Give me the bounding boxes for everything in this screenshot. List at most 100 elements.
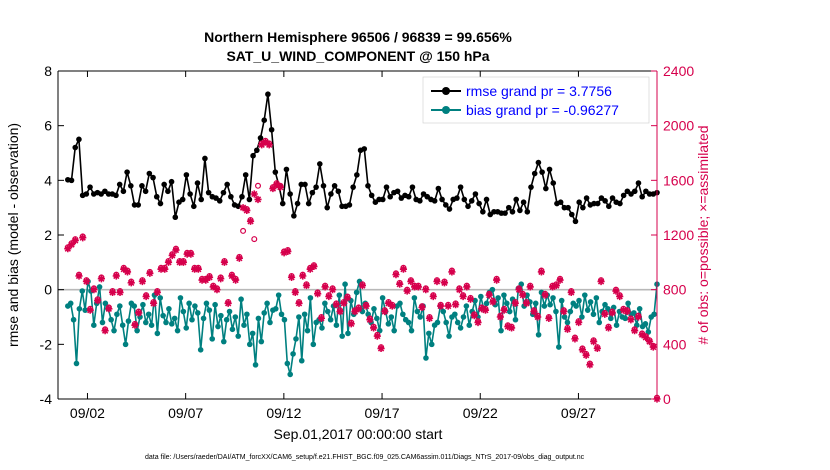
rmse-point [124, 169, 130, 175]
obs-possible-point [221, 257, 228, 264]
bias-point [220, 338, 227, 345]
obs-possible-point [262, 137, 269, 144]
bias-point [284, 360, 291, 367]
obs-assimilated-point [108, 288, 117, 296]
obs-possible-point [236, 253, 243, 260]
rmse-point [324, 204, 331, 211]
bias-point [281, 316, 288, 323]
obs-assimilated-point [362, 302, 370, 310]
obs-assimilated-point [548, 283, 557, 291]
rmse-point [350, 184, 356, 190]
y-tick-label: -4 [40, 391, 53, 407]
obs-assimilated-point [254, 195, 262, 204]
bias-point [209, 336, 216, 342]
bias-point [82, 307, 88, 313]
obs-possible-point [642, 333, 649, 340]
rmse-point [183, 172, 190, 178]
bias-point [293, 336, 299, 342]
rmse-point [335, 188, 342, 195]
bias-point [232, 314, 239, 320]
obs-assimilated-point [422, 286, 430, 294]
obs-possible-point [195, 264, 202, 271]
bias-point [625, 300, 631, 307]
rmse-point [405, 193, 412, 200]
obs-assimilated-point [351, 307, 359, 316]
obs-possible-point [639, 330, 646, 337]
bias-point [423, 355, 429, 361]
bias-point [154, 330, 161, 337]
obs-assimilated-point [448, 268, 456, 276]
bias-point [180, 308, 187, 315]
rmse-point [602, 198, 608, 204]
bias-point [241, 322, 247, 329]
obs-assimilated-point [265, 141, 273, 149]
obs-assimilated-point [496, 313, 504, 321]
obs-assimilated-point [295, 299, 303, 307]
rmse-point [580, 204, 586, 211]
obs-assimilated-point [616, 292, 624, 301]
obs-assimilated-point [120, 265, 128, 273]
obs-assimilated-point [381, 307, 389, 316]
obs-assimilated-point [228, 272, 236, 280]
obs-possible-point [109, 288, 116, 295]
obs-assimilated-point [67, 240, 76, 249]
rmse-point [161, 181, 167, 188]
bias-point [261, 310, 268, 316]
rmse-point [583, 195, 590, 201]
bias-point [426, 330, 432, 337]
obs-possible-point [90, 285, 97, 292]
bias-point [414, 308, 421, 315]
obs-assimilated-point [105, 305, 113, 313]
y2-axis-label: # of obs: o=possible; ×=assimilated [695, 125, 711, 344]
obs-possible-point [337, 307, 344, 314]
rmse-point [150, 174, 156, 181]
obs-possible-point [143, 292, 150, 299]
obs-possible-point [571, 334, 578, 341]
obs-possible-point [329, 285, 336, 292]
rmse-point [228, 193, 234, 200]
obs-assimilated-point [556, 276, 564, 284]
obs-possible-point [351, 307, 358, 314]
rmse-point [509, 208, 516, 215]
obs-assimilated-point [418, 303, 426, 312]
bias-point [319, 325, 325, 331]
obs-possible-point [258, 140, 265, 147]
rmse-point [305, 200, 312, 207]
bias-point [307, 295, 314, 301]
rmse-point [465, 203, 471, 210]
bias-point [67, 300, 74, 307]
rmse-point [543, 185, 549, 192]
obs-assimilated-point [194, 265, 202, 273]
obs-assimilated-point [586, 361, 594, 369]
obs-possible-point [624, 307, 631, 314]
obs-assimilated-point [627, 316, 635, 324]
obs-possible-point [225, 298, 232, 305]
rmse-point [483, 196, 490, 203]
rmse-point [291, 213, 297, 219]
obs-possible-point [240, 227, 247, 234]
obs-assimilated-point [392, 271, 400, 279]
obs-possible-point [83, 277, 90, 284]
obs-assimilated-point [209, 283, 217, 291]
obs-possible-point [199, 275, 206, 282]
obs-assimilated-point [340, 299, 348, 307]
bias-point [342, 281, 348, 288]
rmse-point [294, 200, 301, 207]
obs-possible-point [433, 277, 440, 284]
rmse-point [409, 184, 416, 190]
obs-assimilated-point [411, 283, 419, 291]
obs-possible-point [400, 264, 407, 271]
obs-assimilated-point [142, 292, 150, 301]
obs-possible-point [512, 298, 519, 305]
bias-point [417, 314, 423, 320]
rmse-point [576, 199, 582, 205]
obs-possible-point [609, 308, 616, 315]
y2-tick-label: 0 [663, 391, 671, 407]
rmse-point [354, 172, 360, 178]
bias-point [125, 318, 132, 324]
bias-point [336, 292, 343, 298]
legend-bias-marker [442, 106, 450, 114]
rmse-point [246, 196, 253, 203]
obs-possible-point [247, 216, 254, 223]
obs-possible-point [452, 300, 459, 307]
